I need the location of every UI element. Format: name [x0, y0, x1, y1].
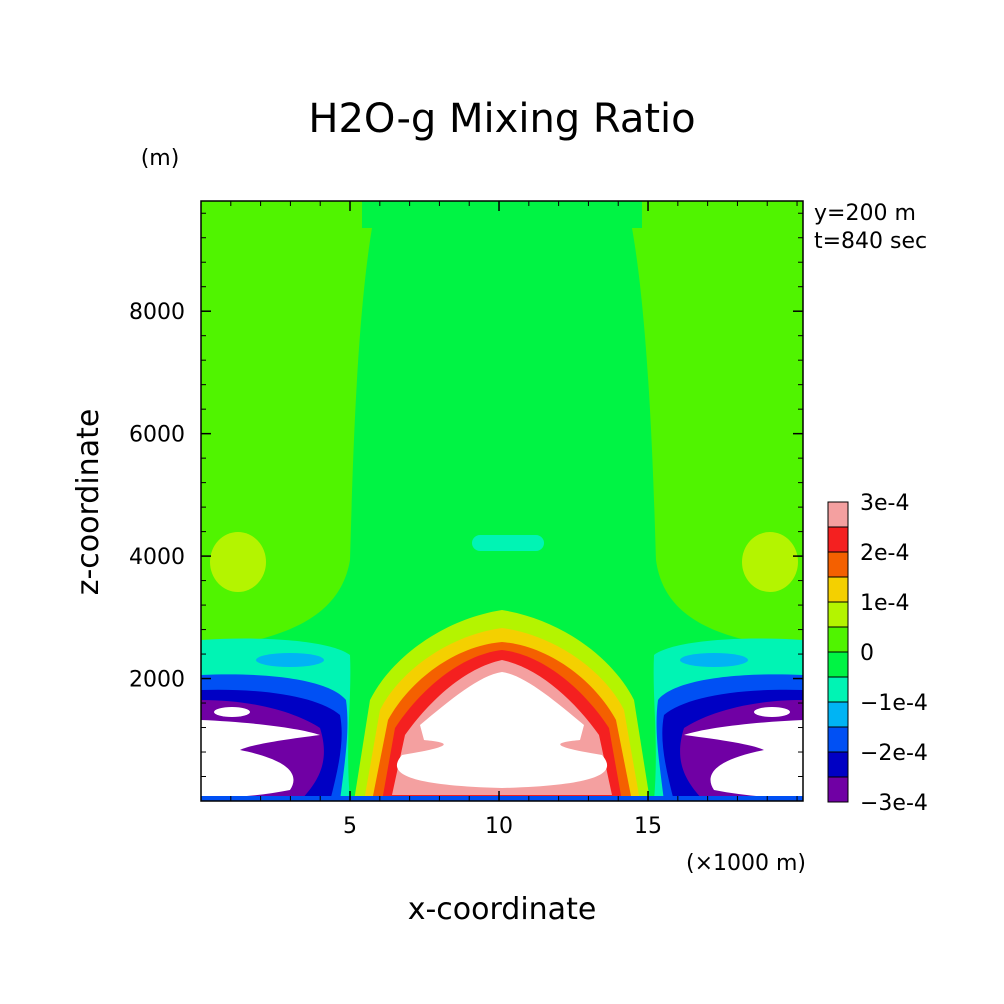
contour-fill-central-column — [201, 201, 803, 801]
y-axis-label: z-coordinate — [71, 409, 106, 596]
colorbar-swatch — [827, 576, 849, 603]
contour-fill-right-light-blue — [680, 653, 748, 667]
colorbar-swatch — [827, 651, 849, 678]
x-axis-label: x-coordinate — [408, 892, 597, 927]
contour-fill-central-core — [396, 672, 608, 788]
y-tick-label: 8000 — [129, 300, 185, 325]
colorbar-swatch — [827, 526, 849, 553]
chart-title: H2O-g Mixing Ratio — [308, 96, 695, 142]
plot-area: 5 10 15 2000 4000 6000 8000 — [129, 200, 804, 839]
colorbar-swatch — [827, 626, 849, 653]
colorbar-label: −1e-4 — [860, 691, 928, 716]
plot-frame — [200, 200, 804, 802]
colorbar-label: 2e-4 — [860, 541, 909, 566]
x-tick-label: 10 — [485, 814, 513, 839]
colorbar-swatch — [827, 676, 849, 703]
annotation-y: y=200 m — [814, 201, 916, 226]
colorbar-swatch — [827, 701, 849, 728]
colorbar-swatch — [827, 501, 849, 528]
contour-fill-bottom-blue-band — [201, 796, 803, 801]
contour-fill-left-light-blue — [256, 653, 324, 667]
y-tick-label: 6000 — [129, 423, 185, 448]
colorbar-label: 3e-4 — [860, 491, 909, 516]
y-tick-label: 4000 — [129, 545, 185, 570]
contour-fill-right-blob — [742, 532, 798, 592]
colorbar — [827, 501, 849, 803]
x-unit-label: (×1000 m) — [686, 851, 806, 876]
y-tick-label: 2000 — [129, 668, 185, 693]
z-unit-label: (m) — [141, 146, 180, 171]
axis-ticks — [201, 201, 803, 801]
annotation-t: t=840 sec — [814, 229, 927, 254]
colorbar-swatch — [827, 601, 849, 628]
colorbar-swatch — [827, 751, 849, 778]
colorbar-label: 1e-4 — [860, 591, 909, 616]
contour-fill-left-blob — [210, 532, 266, 592]
colorbar-swatch — [827, 776, 849, 803]
colorbar-swatch — [827, 726, 849, 753]
contour-fill-right-small-white — [754, 707, 790, 717]
colorbar-swatch — [827, 551, 849, 578]
x-tick-label: 5 — [343, 814, 357, 839]
colorbar-label: −3e-4 — [860, 791, 928, 816]
contour-fill-left-core — [201, 720, 320, 798]
colorbar-labels: 3e-4 2e-4 1e-4 0 −1e-4 −2e-4 −3e-4 — [860, 491, 928, 816]
contour-fill-central-cyan — [472, 535, 544, 551]
contour-fill-right-core — [684, 720, 803, 798]
x-tick-label: 15 — [634, 814, 662, 839]
contour-fill-left-small-white — [214, 707, 250, 717]
colorbar-label: −2e-4 — [860, 741, 928, 766]
axis-tick-labels: 5 10 15 2000 4000 6000 8000 — [129, 300, 662, 839]
colorbar-label: 0 — [860, 641, 874, 666]
